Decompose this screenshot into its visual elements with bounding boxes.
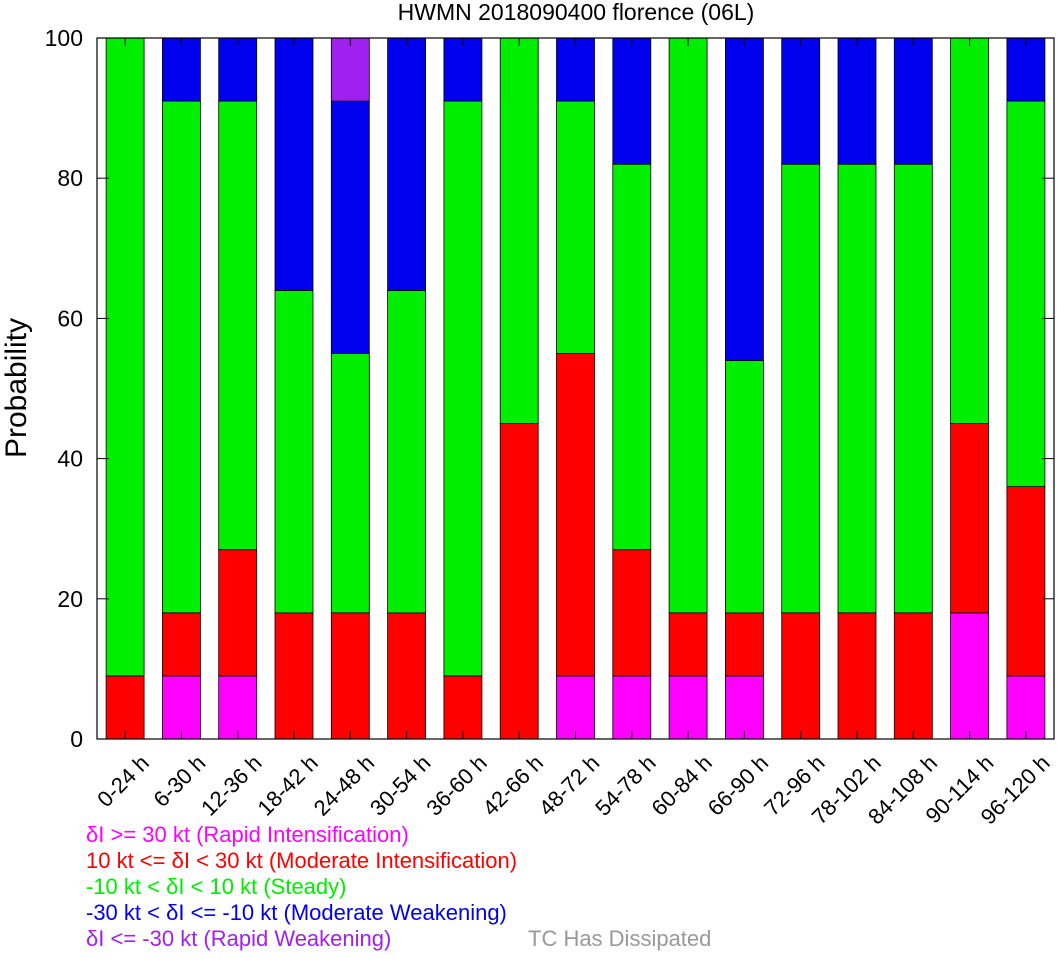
legend-entry-rapid-intensification: δI >= 30 kt (Rapid Intensification)	[86, 822, 409, 847]
bar-segment-54-78h-s1	[612, 549, 652, 677]
bar-segment-72-96h-s2	[781, 163, 821, 614]
bar-segment-18-42h-s1	[274, 612, 314, 740]
x-tick-label: 42-66 h	[478, 750, 548, 820]
bar-segment-84-108h-s1	[893, 612, 933, 740]
bar-segment-12-36h-s1	[218, 549, 258, 677]
bar-segment-30-54h-s2	[387, 289, 427, 614]
y-tick-label: 60	[57, 305, 83, 331]
y-tick-label: 100	[45, 25, 83, 51]
bar-segment-42-66h-s2	[499, 37, 539, 425]
bar-segment-66-90h-s2	[725, 360, 764, 614]
x-tick-label: 30-54 h	[365, 750, 435, 820]
bar-segment-60-84h-s1	[668, 612, 708, 677]
bar-segment-78-102h-s1	[837, 612, 877, 740]
bar-segment-72-96h-s1	[781, 612, 821, 740]
bar-segment-18-42h-s2	[274, 289, 314, 614]
bar-segment-30-54h-s3	[387, 37, 427, 291]
bar-segment-0-24h-s1	[105, 675, 145, 740]
y-tick-label: 0	[70, 726, 83, 752]
bar-segment-90-114h-s0	[950, 612, 989, 740]
y-tick-label: 80	[57, 165, 83, 191]
bar-segment-6-30h-s0	[161, 675, 201, 740]
bar-segment-96-120h-s3	[1006, 37, 1046, 102]
legend-entry-rapid-weakening: δI <= -30 kt (Rapid Weakening)	[86, 926, 392, 951]
legend-entry-tc-dissipated: TC Has Dissipated	[528, 926, 712, 951]
bar-segment-90-114h-s1	[950, 423, 989, 614]
bar-segment-84-108h-s2	[893, 163, 933, 614]
bar-segment-24-48h-s3	[330, 100, 370, 354]
x-tick-label: 12-36 h	[196, 750, 266, 820]
x-tick-label: 54-78 h	[590, 750, 660, 820]
bar-segment-12-36h-s2	[218, 100, 258, 551]
bar-segment-36-60h-s3	[443, 37, 483, 102]
bar-segment-36-60h-s1	[443, 675, 483, 740]
bar-segment-12-36h-s3	[218, 37, 258, 102]
y-tick-label: 20	[57, 586, 83, 612]
bar-segment-96-120h-s1	[1006, 486, 1046, 677]
bar-segment-12-36h-s0	[218, 675, 258, 740]
legend-entry-moderate-intensification: 10 kt <= δI < 30 kt (Moderate Intensific…	[86, 848, 518, 873]
bar-segment-84-108h-s3	[893, 37, 933, 165]
bars-layer	[105, 37, 1046, 740]
bar-segment-6-30h-s1	[161, 612, 201, 677]
bar-segment-90-114h-s2	[950, 37, 989, 425]
legend-entry-steady: -10 kt < δI < 10 kt (Steady)	[86, 874, 347, 899]
bar-segment-96-120h-s0	[1006, 675, 1046, 740]
bar-segment-72-96h-s3	[781, 37, 821, 165]
x-tick-label: 66-90 h	[703, 750, 773, 820]
bar-segment-24-48h-s1	[330, 612, 370, 740]
bar-segment-60-84h-s2	[668, 37, 708, 614]
bar-segment-54-78h-s3	[612, 37, 652, 165]
bar-segment-54-78h-s2	[612, 163, 652, 551]
bar-segment-30-54h-s1	[387, 612, 427, 740]
x-tick-label: 24-48 h	[309, 750, 379, 820]
bar-segment-96-120h-s2	[1006, 100, 1046, 487]
bar-segment-0-24h-s2	[105, 37, 145, 677]
bar-segment-48-72h-s1	[556, 352, 595, 677]
x-tick-label: 0-24 h	[92, 750, 154, 812]
plot-frame	[96, 37, 1055, 740]
bar-segment-66-90h-s1	[725, 612, 764, 677]
bar-segment-6-30h-s2	[161, 100, 201, 614]
bar-segment-24-48h-s4	[330, 37, 370, 102]
x-tick-label: 18-42 h	[252, 750, 322, 820]
bar-segment-18-42h-s3	[274, 37, 314, 291]
bar-segment-78-102h-s3	[837, 37, 877, 165]
x-tick-label: 36-60 h	[421, 750, 491, 820]
bar-segment-42-66h-s1	[499, 423, 539, 740]
bar-segment-66-90h-s3	[725, 37, 764, 361]
bar-segment-54-78h-s0	[612, 675, 652, 740]
bar-segment-48-72h-s0	[556, 675, 595, 740]
bar-segment-60-84h-s0	[668, 675, 708, 740]
chart-title: HWMN 2018090400 florence (06L)	[398, 0, 755, 25]
bar-segment-24-48h-s2	[330, 352, 370, 614]
bar-segment-66-90h-s0	[725, 675, 764, 740]
bar-segment-48-72h-s3	[556, 37, 595, 102]
bar-segment-36-60h-s2	[443, 100, 483, 677]
bar-segment-6-30h-s3	[161, 37, 201, 102]
bar-segment-48-72h-s2	[556, 100, 595, 354]
x-tick-label: 60-84 h	[646, 750, 716, 820]
x-tick-label: 48-72 h	[534, 750, 604, 820]
bar-segment-78-102h-s2	[837, 163, 877, 614]
legend: δI >= 30 kt (Rapid Intensification) 10 k…	[86, 822, 517, 952]
y-tick-label: 40	[57, 446, 83, 472]
legend-entry-moderate-weakening: -30 kt < δI <= -10 kt (Moderate Weakenin…	[86, 900, 507, 925]
y-axis-label: Probability	[0, 318, 33, 458]
